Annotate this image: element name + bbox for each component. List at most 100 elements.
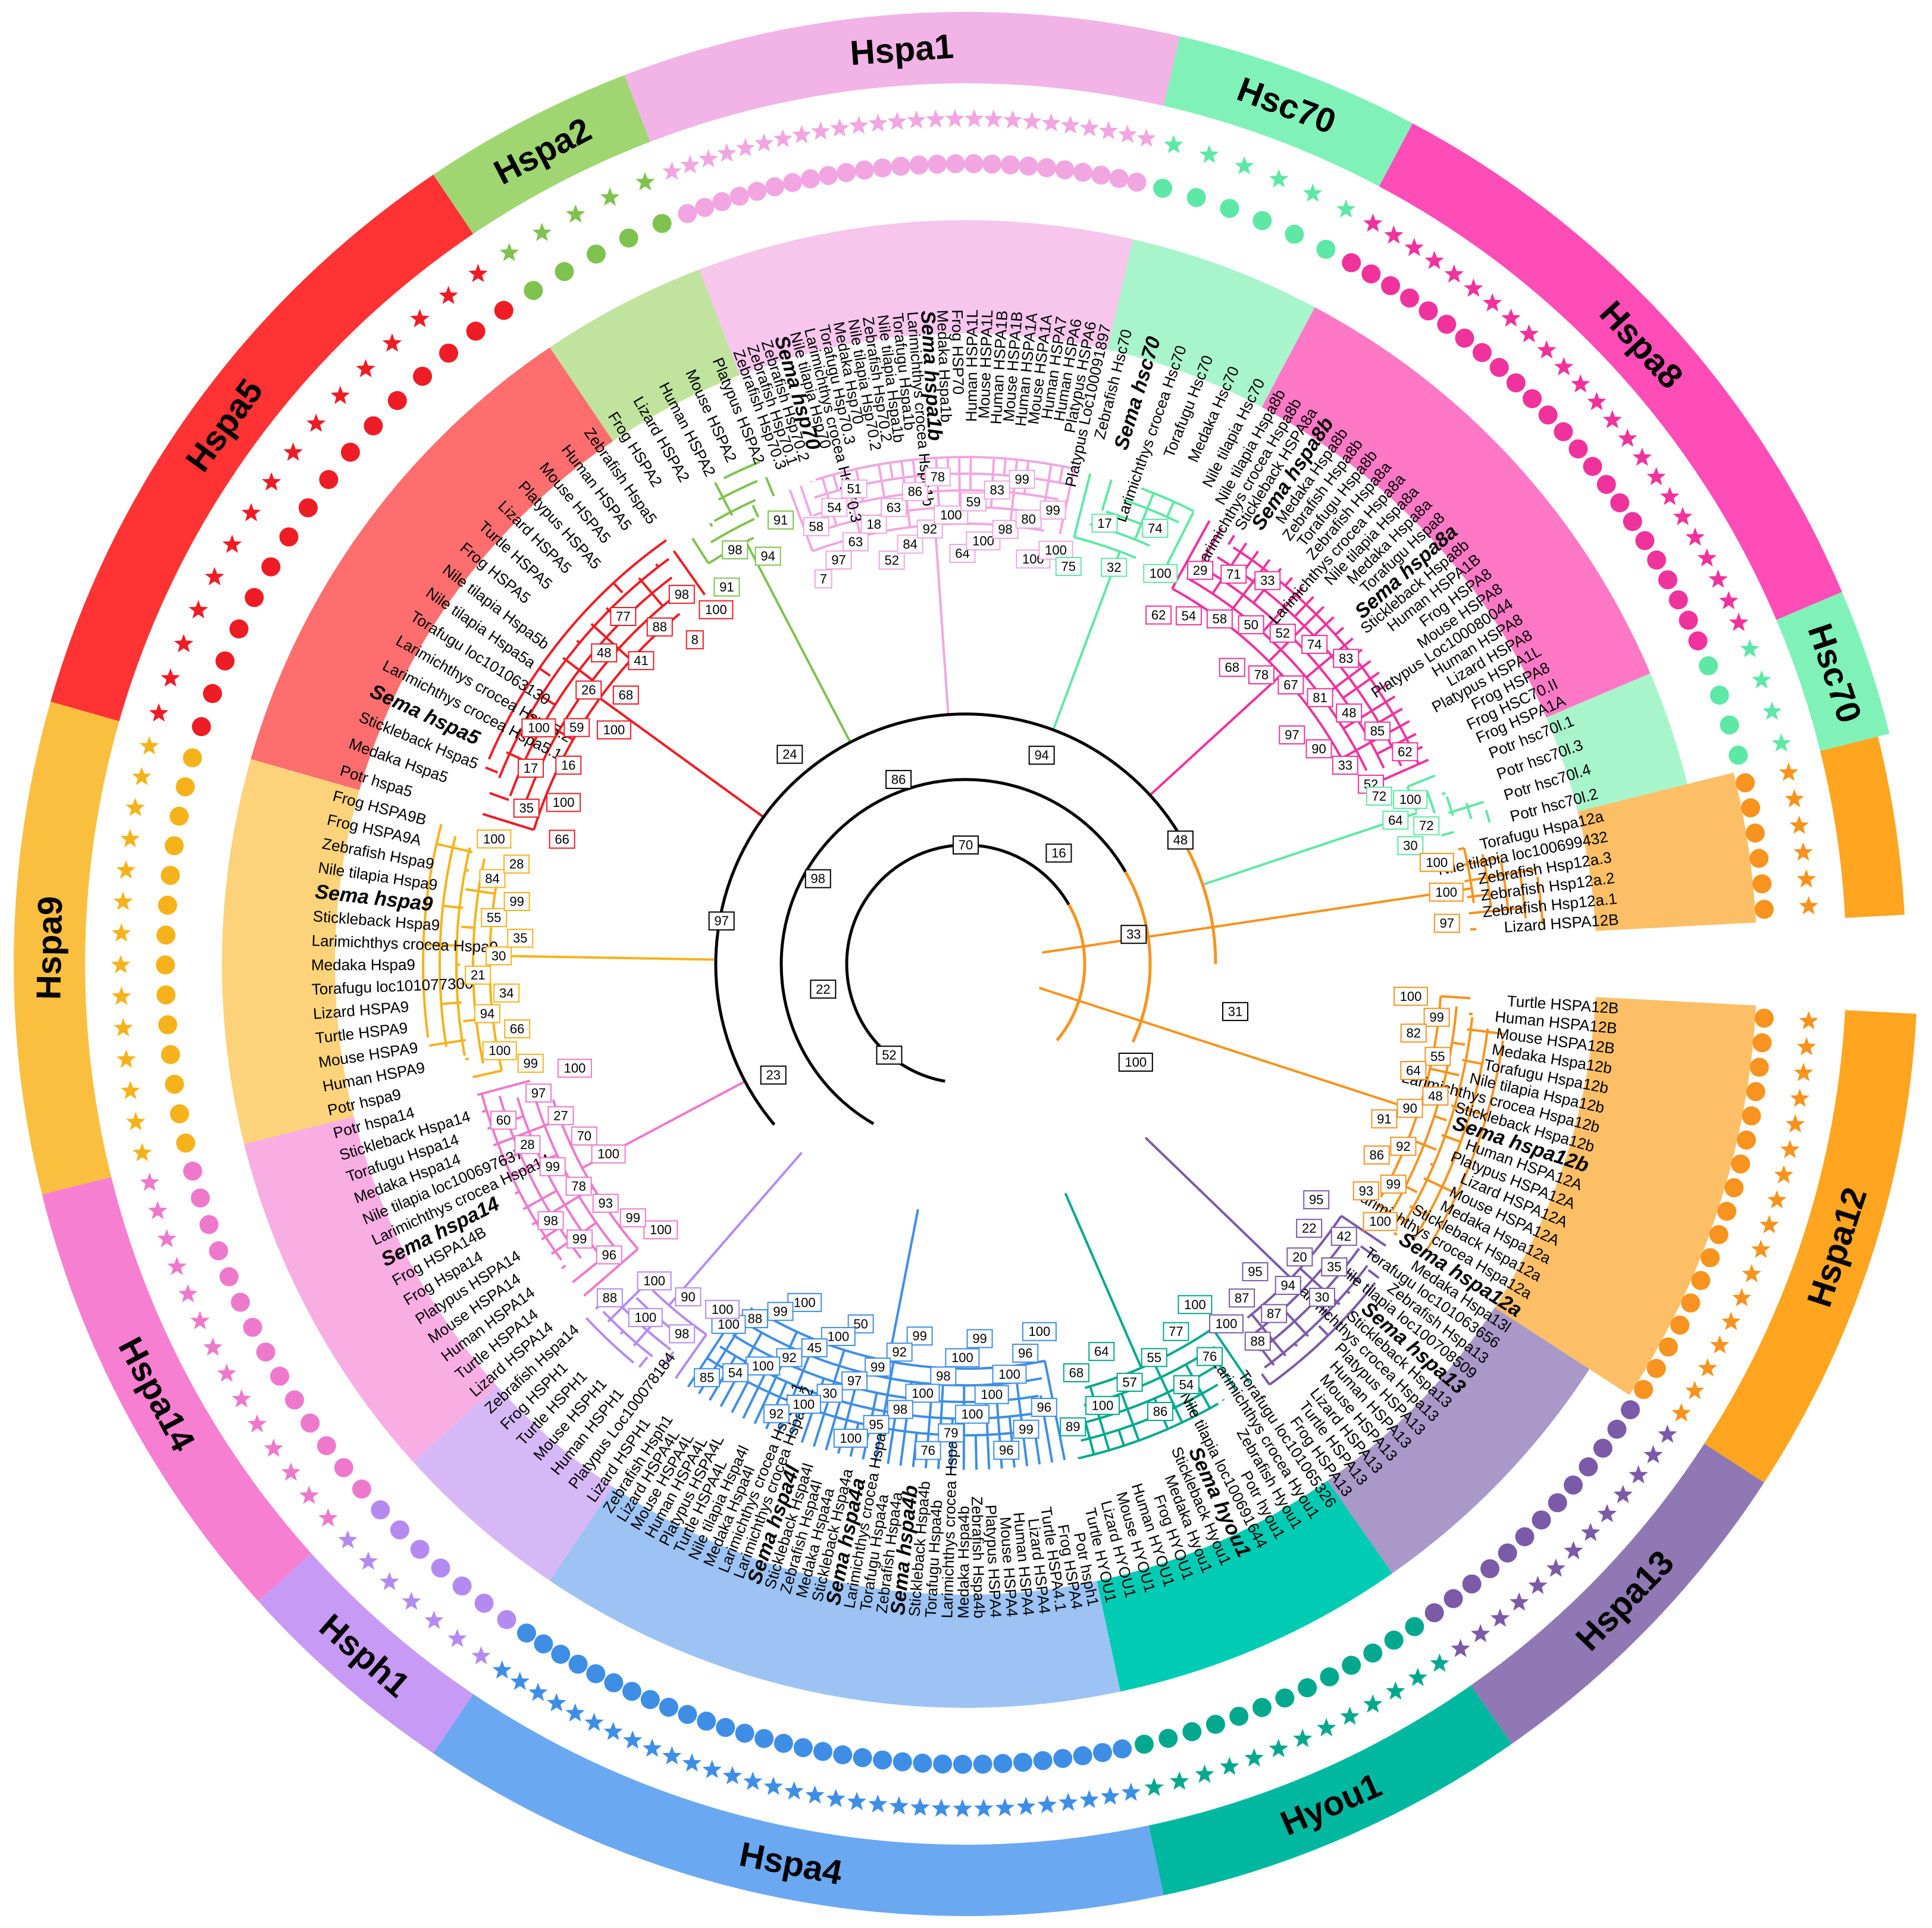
leaf-branch <box>436 843 473 853</box>
bootstrap-node: 97 <box>708 911 735 931</box>
marker-star <box>1336 199 1356 218</box>
bootstrap-node: 86 <box>1147 1401 1173 1421</box>
leaf-branch <box>1133 493 1154 540</box>
bootstrap-node: 100 <box>746 1356 781 1376</box>
bootstrap-box <box>887 1400 913 1419</box>
band-hspa8 <box>1379 123 1842 620</box>
marker-dot <box>1754 1009 1774 1028</box>
marker-dot <box>1455 328 1474 348</box>
marker-dot <box>340 442 360 462</box>
bootstrap-node: 28 <box>503 855 530 874</box>
leaf-branch <box>672 550 706 596</box>
bootstrap-box <box>549 830 575 849</box>
bootstrap-node: 30 <box>816 1384 843 1403</box>
bootstrap-value: 60 <box>496 1113 511 1128</box>
marker-dot <box>1729 746 1748 765</box>
bootstrap-node: 98 <box>722 540 749 560</box>
bootstrap-box <box>901 482 928 502</box>
marker-dot <box>873 1750 893 1770</box>
bootstrap-node: 67 <box>1277 675 1304 695</box>
bootstrap-node: 86 <box>901 482 928 502</box>
marker-dot <box>1113 1739 1132 1759</box>
bootstrap-node: 82 <box>1400 1024 1427 1043</box>
marker-star <box>338 1530 358 1549</box>
marker-star <box>1170 1771 1189 1790</box>
bootstrap-value: 100 <box>1399 792 1421 807</box>
marker-dot <box>1646 1359 1666 1378</box>
marker-star <box>984 109 1003 128</box>
bootstrap-value: 58 <box>1213 612 1227 627</box>
band-hsc70b <box>1776 591 1890 751</box>
leaf-label: Medaka Hspa1b <box>934 309 956 422</box>
marker-star <box>1673 506 1693 525</box>
marker-star <box>161 668 180 687</box>
marker-dot <box>1647 550 1667 570</box>
marker-dot <box>1380 276 1400 296</box>
bootstrap-box <box>708 911 735 931</box>
marker-dot <box>256 1342 275 1362</box>
bootstrap-box <box>610 607 637 627</box>
leaf-branch <box>1131 484 1134 487</box>
marker-dot <box>231 1292 250 1312</box>
bootstrap-value: 64 <box>1388 813 1402 828</box>
leaf-branch <box>1467 893 1490 899</box>
bootstrap-node: 100 <box>954 1404 990 1424</box>
marker-star <box>132 1143 152 1162</box>
bootstrap-value: 84 <box>903 537 917 552</box>
bootstrap-value: 92 <box>892 1345 906 1360</box>
bootstrap-box <box>1145 605 1172 625</box>
marker-dot <box>164 836 184 856</box>
marker-dot <box>209 1241 228 1261</box>
leaf-branch <box>489 791 509 802</box>
bootstrap-value: 17 <box>524 760 538 775</box>
marker-dot <box>1443 1589 1463 1608</box>
bootstrap-node: 68 <box>1063 1363 1089 1382</box>
bootstrap-node: 97 <box>1433 913 1460 933</box>
marker-star <box>1587 392 1607 411</box>
marker-star <box>116 860 136 879</box>
marker-dot <box>452 1576 472 1596</box>
marker-dot <box>735 1723 754 1743</box>
marker-star <box>1613 1485 1633 1503</box>
marker-dot <box>1361 264 1381 284</box>
bootstrap-node: 52 <box>1269 624 1296 643</box>
bootstrap-box <box>1120 925 1147 944</box>
bootstrap-value: 98 <box>998 522 1012 537</box>
marker-star <box>1643 1445 1663 1464</box>
bootstrap-value: 64 <box>1094 1344 1109 1359</box>
leaf-label: Zebrafish Hspa4b <box>968 1496 988 1619</box>
bootstrap-node: 75 <box>1055 556 1082 576</box>
marker-star <box>1564 1541 1583 1560</box>
bootstrap-node: 91 <box>713 577 740 597</box>
band-label-hspa1: Hspa1 <box>848 27 954 73</box>
leaf-branch <box>765 477 775 497</box>
marker-star <box>1059 1792 1078 1811</box>
sector-hspa4 <box>550 1486 1120 1708</box>
band-hspa12a <box>1820 736 1905 918</box>
bootstrap-value: 100 <box>998 1367 1020 1382</box>
bootstrap-box <box>803 517 829 537</box>
bootstrap-value: 98 <box>675 587 689 602</box>
bootstrap-box <box>1173 1375 1200 1394</box>
marker-dot <box>243 1317 262 1337</box>
leaf-branch <box>912 1432 918 1467</box>
bootstrap-value: 63 <box>848 534 863 549</box>
bootstrap-node: 30 <box>1308 1288 1335 1307</box>
leaf-branch <box>1342 671 1380 699</box>
bootstrap-value: 99 <box>1019 1422 1033 1436</box>
bootstrap-node: 93 <box>592 1194 619 1213</box>
clade-stem <box>1039 987 1396 1105</box>
bootstrap-box <box>1197 1347 1223 1366</box>
bootstrap-value: 66 <box>510 1022 524 1037</box>
leaf-branch <box>1073 473 1092 538</box>
marker-star <box>148 1201 168 1219</box>
bootstrap-node: 55 <box>481 908 508 928</box>
bootstrap-box <box>841 479 868 499</box>
bootstrap-box <box>1296 1219 1323 1238</box>
bootstrap-box <box>1392 742 1419 762</box>
bootstrap-value: 48 <box>1342 706 1356 721</box>
bootstrap-box <box>539 1157 566 1176</box>
bootstrap-value: 52 <box>884 553 898 568</box>
clade-stem <box>891 1209 919 1338</box>
bootstrap-value: 58 <box>809 519 823 534</box>
